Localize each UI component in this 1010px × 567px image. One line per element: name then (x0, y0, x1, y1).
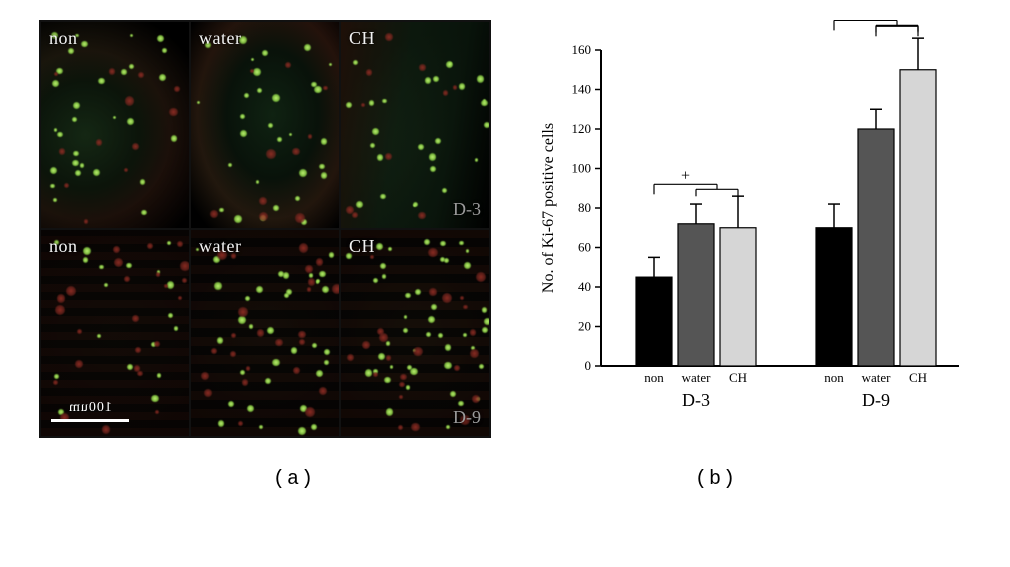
sig-symbol: * (893, 20, 901, 26)
x-group-label: D-9 (862, 390, 890, 410)
x-tick-label: non (644, 370, 664, 385)
micrograph-D-9-non: non 100um (41, 230, 189, 436)
x-tick-label: water (862, 370, 892, 385)
sig-symbol: + (681, 167, 690, 184)
x-group-label: D-3 (682, 390, 710, 410)
micrograph-D-3-CH: CH D-3 (341, 22, 489, 228)
y-tick-label: 20 (578, 319, 591, 334)
x-tick-label: water (682, 370, 712, 385)
micrograph-D-9-water: water (191, 230, 339, 436)
x-tick-label: non (824, 370, 844, 385)
bar-chart-svg: 0 20 40 60 80 100 120 140 160 No. of Ki-67 positi… (531, 20, 971, 440)
scalebar-label: 100um (68, 400, 112, 416)
micrograph-D-3-non: non (41, 22, 189, 228)
y-tick-label: 140 (572, 82, 592, 97)
y-tick-label: 100 (572, 161, 592, 176)
bar-D-3-non (636, 277, 672, 366)
micrograph-D-9-CH: CH D-9 (341, 230, 489, 436)
micrograph-row-label: D-3 (453, 199, 481, 220)
subfigure-captions: (a) (b) (0, 468, 1010, 491)
x-tick-label: CH (729, 370, 747, 385)
y-tick-label: 40 (578, 279, 591, 294)
y-tick-label: 60 (578, 240, 591, 255)
caption-a: (a) (273, 468, 315, 491)
y-axis-label: No. of Ki-67 positive cells (540, 123, 557, 293)
figure-wrap: non water CH D-3 non 100um water CH D-9 0 20 40 60 8… (0, 0, 1010, 440)
micrograph-column-label: CH (349, 28, 375, 49)
y-tick-label: 160 (572, 42, 592, 57)
bar-D-3-CH (720, 228, 756, 366)
micrograph-column-label: non (49, 236, 78, 257)
micrograph-column-label: water (199, 28, 241, 49)
bar-D-9-CH (900, 70, 936, 366)
scalebar-line (51, 419, 129, 422)
micrograph-column-label: non (49, 28, 78, 49)
caption-b: (b) (695, 468, 737, 491)
y-tick-label: 120 (572, 121, 592, 136)
micrograph-column-label: CH (349, 236, 375, 257)
panel-a: non water CH D-3 non 100um water CH D-9 (39, 20, 491, 438)
bar-D-9-non (816, 228, 852, 366)
bar-D-9-water (858, 129, 894, 366)
micrograph-row-label: D-9 (453, 407, 481, 428)
x-tick-label: CH (909, 370, 927, 385)
bar-chart: 0 20 40 60 80 100 120 140 160 No. of Ki-67 positi… (531, 20, 971, 440)
bar-D-3-water (678, 224, 714, 366)
y-tick-label: 0 (585, 358, 592, 373)
micrograph-grid: non water CH D-3 non 100um water CH D-9 (39, 20, 491, 438)
y-tick-label: 80 (578, 200, 591, 215)
micrograph-column-label: water (199, 236, 241, 257)
panel-b: 0 20 40 60 80 100 120 140 160 No. of Ki-67 positi… (531, 20, 971, 440)
scalebar: 100um (51, 400, 129, 422)
micrograph-D-3-water: water (191, 22, 339, 228)
